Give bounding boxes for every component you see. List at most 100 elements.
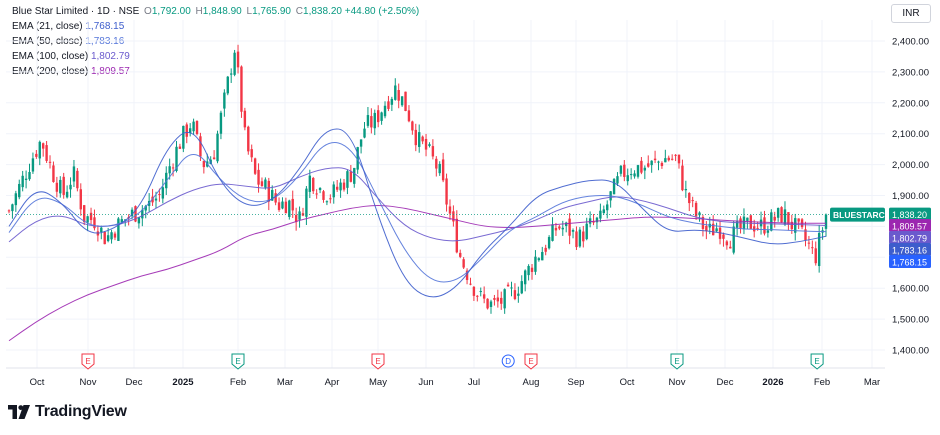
candle-body — [496, 297, 500, 302]
earnings-marker-icon[interactable]: E — [670, 353, 684, 370]
candle — [18, 179, 21, 200]
earnings-marker-icon[interactable]: E — [524, 353, 538, 370]
marker-letter: E — [814, 357, 819, 366]
ema-line — [8, 128, 827, 298]
candle-body — [776, 208, 780, 218]
candle — [110, 229, 113, 244]
candle — [212, 150, 216, 160]
price-tag-value: 1,809.57 — [892, 222, 927, 232]
price-tag-bg — [889, 243, 931, 256]
dividend-marker-icon[interactable]: D — [501, 354, 515, 368]
candle — [404, 91, 407, 112]
candle — [366, 106, 370, 128]
candle — [698, 211, 701, 222]
candle-body — [83, 205, 86, 222]
candle — [247, 125, 250, 155]
candle — [291, 190, 294, 218]
candle-body — [117, 218, 120, 241]
candle-body — [356, 147, 359, 170]
candle-body — [199, 136, 202, 157]
candle-body — [592, 221, 595, 223]
candle-body — [59, 179, 62, 194]
marker-letter: E — [235, 357, 240, 366]
candle-body — [52, 165, 55, 182]
candle-body — [277, 202, 281, 210]
candle — [506, 282, 510, 287]
candle-body — [739, 218, 742, 229]
candle — [281, 197, 284, 210]
candle-body — [298, 211, 301, 220]
candle — [776, 207, 780, 222]
time-tick-label: Oct — [30, 377, 45, 388]
earnings-marker-icon[interactable]: E — [371, 353, 385, 370]
candle-body — [137, 217, 141, 224]
candle — [260, 177, 264, 187]
candle — [585, 217, 588, 241]
ema-line — [8, 205, 826, 342]
candle — [301, 207, 305, 217]
candle — [619, 165, 623, 177]
currency-button[interactable]: INR — [891, 4, 931, 23]
candle-body — [332, 184, 335, 198]
candle — [407, 105, 411, 123]
tradingview-logo[interactable]: TradingView — [8, 401, 127, 423]
candle-body — [72, 166, 76, 182]
candle-body — [346, 171, 349, 188]
candle-body — [281, 201, 284, 209]
candle-body — [253, 158, 257, 174]
time-tick-label: Mar — [277, 377, 293, 388]
candle-body — [202, 160, 206, 168]
candle-body — [633, 173, 636, 177]
candle-body — [243, 110, 247, 128]
candle-body — [188, 128, 192, 134]
earnings-marker-icon[interactable]: E — [231, 353, 245, 370]
candle — [688, 192, 691, 212]
candle-body — [612, 179, 616, 195]
candle-body — [619, 165, 623, 174]
candle — [448, 199, 452, 221]
candle — [52, 161, 55, 183]
candle-body — [301, 213, 305, 216]
ema-100-row[interactable]: EMA (100, close) 1,802.79 — [12, 49, 419, 64]
candle — [335, 180, 339, 192]
time-tick-label: Mar — [864, 377, 880, 388]
marker-letter: E — [528, 357, 533, 366]
candle — [496, 289, 500, 308]
candle-body — [445, 178, 448, 205]
candle — [103, 231, 106, 245]
candle-body — [390, 98, 394, 105]
candle-body — [500, 297, 503, 304]
candle-body — [11, 204, 14, 212]
candle — [55, 176, 59, 198]
candle-body — [527, 265, 530, 276]
candle-body — [195, 120, 199, 134]
candle — [493, 294, 496, 306]
candle-body — [698, 212, 701, 216]
candle-body — [510, 287, 513, 289]
candle-body — [664, 158, 667, 163]
candle — [424, 133, 428, 157]
candle — [763, 210, 766, 236]
candle — [79, 183, 82, 216]
candle — [277, 197, 281, 212]
earnings-marker-icon[interactable]: E — [810, 353, 824, 370]
candle-body — [691, 200, 694, 202]
earnings-marker-icon[interactable]: E — [81, 353, 95, 370]
candle — [45, 141, 48, 163]
candle-body — [322, 191, 325, 200]
candle-body — [506, 284, 510, 287]
candle — [650, 160, 653, 173]
candle-body — [260, 181, 264, 187]
candle — [31, 152, 35, 174]
candle-body — [541, 252, 544, 261]
ema-21-row[interactable]: EMA (21, close) 1,768.15 — [12, 19, 419, 34]
candle — [14, 190, 18, 212]
candle — [660, 161, 664, 169]
candle-body — [626, 175, 629, 182]
candle — [298, 206, 301, 228]
candle-body — [602, 209, 606, 213]
candle-body — [537, 258, 541, 261]
price-chart[interactable]: 2,400.00 2,300.00 2,200.00 2,100.00 2,000.00… — [0, 0, 940, 400]
candle-body — [284, 201, 288, 214]
candle — [21, 170, 24, 192]
